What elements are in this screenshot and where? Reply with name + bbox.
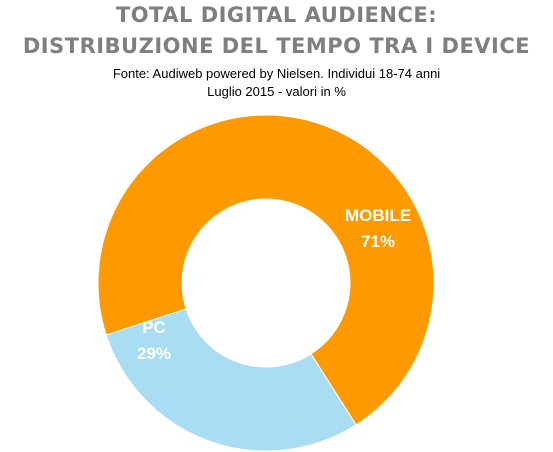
donut-slice-pc	[105, 308, 357, 452]
slice-value-mobile: 71%	[361, 232, 395, 251]
chart-title-line-2: DISTRIBUZIONE DEL TEMPO TRA I DEVICE	[22, 34, 531, 58]
chart-title-line-1: TOTAL DIGITAL AUDIENCE:	[115, 3, 438, 27]
slice-label-mobile: MOBILE	[345, 206, 411, 225]
chart-source-note: Fonte: Audiweb powered by Nielsen. Indiv…	[112, 66, 441, 81]
slice-value-pc: 29%	[137, 344, 171, 363]
chart-period-note: Luglio 2015 - valori in %	[207, 84, 346, 99]
donut-slice-mobile	[97, 114, 435, 426]
slice-label-pc: PC	[142, 318, 166, 337]
